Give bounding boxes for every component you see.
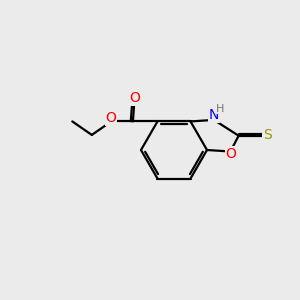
Text: O: O xyxy=(130,91,140,105)
Text: O: O xyxy=(226,147,236,161)
Text: S: S xyxy=(263,128,272,142)
Text: H: H xyxy=(216,103,225,113)
Text: O: O xyxy=(106,111,116,125)
Text: N: N xyxy=(209,108,219,122)
